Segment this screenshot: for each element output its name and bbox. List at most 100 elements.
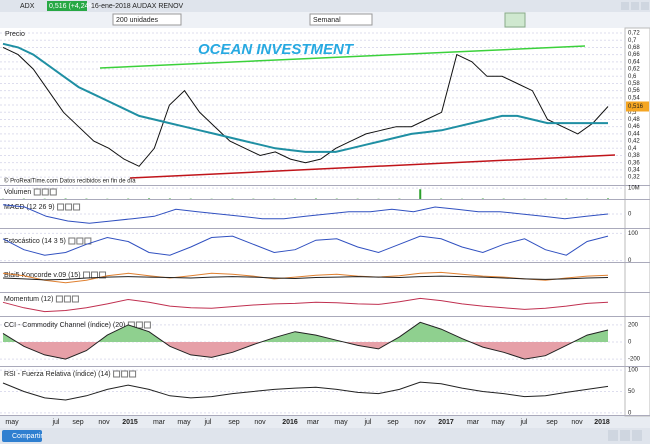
x-tick-label: 2015 [122,419,138,426]
volume-bar [148,198,151,199]
y-tick-label: 0,68 [628,45,640,51]
x-tick-label: nov [254,419,266,426]
y-tick-label: 0 [628,340,632,346]
y-tick-label: 100 [628,231,639,237]
share-button[interactable] [2,430,42,442]
y-tick-label: 0 [628,410,632,416]
x-tick-label: nov [571,419,583,426]
description: 16-ene-2018 AUDAX RENOV [91,3,184,10]
y-tick-label: 50 [628,389,635,395]
change-box [47,1,87,11]
panel-icon[interactable] [83,271,91,279]
panel-icon[interactable] [121,370,129,378]
panel-icon[interactable] [41,188,49,196]
y-tick-label: 200 [628,322,639,328]
x-tick-label: sep [546,419,557,426]
y-tick-label: 0,64 [628,59,640,65]
panel-icon[interactable] [143,321,151,329]
x-tick-label: sep [387,419,398,426]
panel-icon[interactable] [65,203,73,211]
panel-icon[interactable] [113,370,121,378]
panel-icon[interactable] [68,237,76,245]
x-tick-label: jul [51,419,59,426]
x-tick-label: may [5,419,19,426]
y-tick-label: 0,6 [628,74,637,80]
panel-icon[interactable] [57,203,65,211]
panel-label: Estocástico (14 3 5) [4,238,66,245]
zoom-button[interactable] [608,430,618,441]
y-tick-label: 0 [628,258,632,264]
panel-icon[interactable] [135,321,143,329]
y-tick-label: -200 [628,357,641,363]
annotation: OCEAN INVESTMENT [198,41,355,58]
panel-label: Momentum (12) [4,296,53,303]
units: 200 unidades [116,17,159,24]
series-line [2,381,609,401]
panel-label: Blai5 Koncorde v.09 (15) [4,272,81,279]
units-dropdown[interactable] [112,13,182,26]
negative-area [3,342,608,360]
period: Semanal [313,17,341,24]
x-tick-label: may [177,419,191,426]
y-tick-label: 0,56 [628,88,640,94]
x-tick-label: 2018 [594,419,610,426]
y-tick-label: 0,58 [628,81,640,87]
y-tick-label: 0,54 [628,95,640,101]
y-tick-label: 0,66 [628,52,640,58]
x-tick-label: 2017 [438,419,454,426]
trend-line-upper [99,45,586,69]
y-tick-label: 0,4 [628,146,637,152]
y-tick-label: 100 [628,368,639,374]
x-tick-label: nov [414,419,426,426]
panel-icon[interactable] [55,295,63,303]
series-line [2,46,609,167]
panel-label: RSI - Fuerza Relativa (índice) (14) [4,371,111,378]
status-bar [0,428,650,444]
plots: 0,720,70,680,660,64 0,620,60,580,560,54 0,… [0,31,650,426]
panel-label: CCI - Commodity Channel (índice) (20) [4,322,125,329]
minimize-button[interactable] [621,2,629,10]
zoom-out-button[interactable] [620,430,630,441]
y-tick-label: 0,38 [628,153,640,159]
series-line [2,275,609,281]
close-button[interactable] [641,2,649,10]
chart-type-button[interactable] [504,12,526,28]
maximize-button[interactable] [631,2,639,10]
change: 0,516 (+4,24%) [49,3,97,10]
x-tick-label: mar [307,419,320,426]
series-line [2,235,609,256]
x-tick-label: sep [72,419,83,426]
y-tick-label: 10M [628,186,640,192]
x-tick-label: 2016 [282,419,298,426]
series-line [2,321,609,360]
fit-button[interactable] [632,430,642,441]
y-tick-label: 0,32 [628,175,640,181]
period-dropdown[interactable] [309,13,373,26]
series-line [2,204,609,224]
y-tick-label: 0,72 [628,31,640,37]
y-tick-label: 0,36 [628,160,640,166]
x-tick-label: sep [228,419,239,426]
panel-icon[interactable] [73,203,81,211]
panel-icon[interactable] [33,188,41,196]
symbol: ADX [20,3,35,10]
panel-icon[interactable] [76,237,84,245]
panel-icon[interactable] [129,370,137,378]
x-tick-label: jul [519,419,527,426]
share-label: Compartir [12,433,43,440]
panel-label: Volumen [4,189,31,196]
y-tick-label: 0,42 [628,139,640,145]
x-tick-label: mar [467,419,480,426]
x-tick-label: jul [363,419,371,426]
panel-icon[interactable] [49,188,57,196]
panel-icon[interactable] [71,295,79,303]
panel-label: MACD (12 26 9) [4,204,55,211]
series-line [2,297,609,313]
y-tick-label: 0 [628,212,632,218]
panel-icon[interactable] [63,295,71,303]
x-tick-label: jul [203,419,211,426]
series-line [2,271,609,284]
panel-icon[interactable] [99,271,107,279]
y-tick-label: 0,34 [628,167,640,173]
